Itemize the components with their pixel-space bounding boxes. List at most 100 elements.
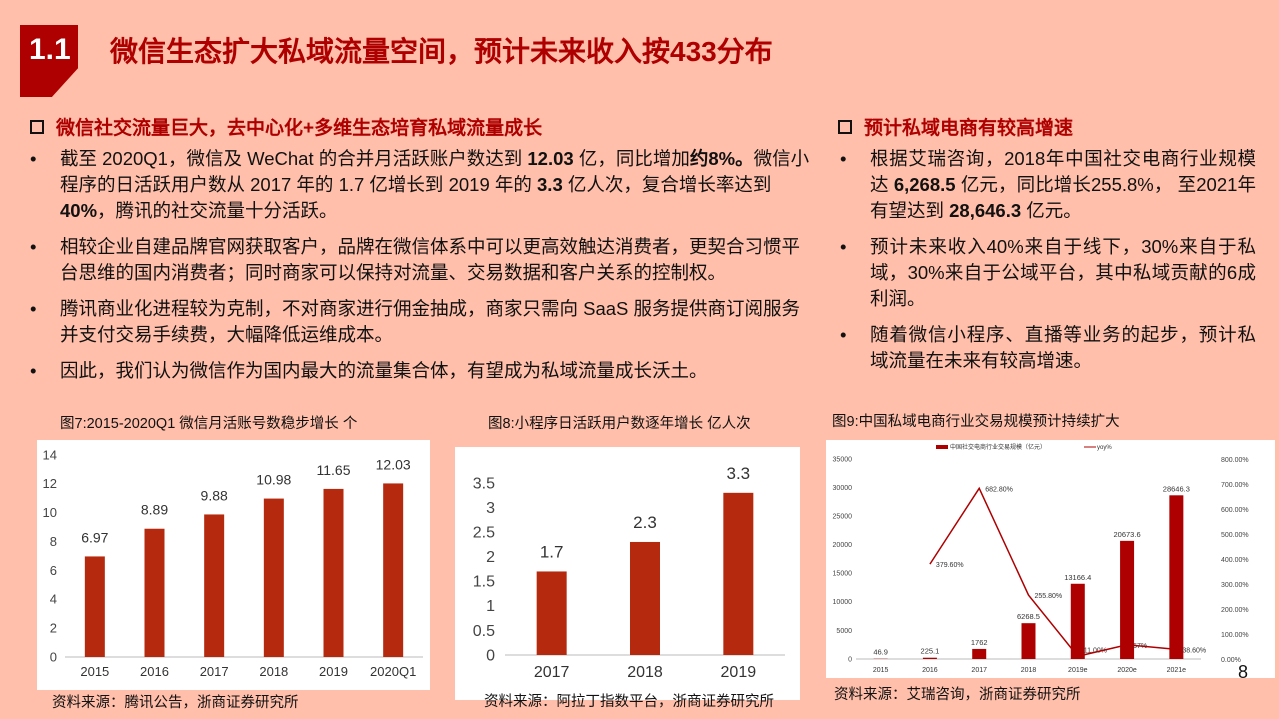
- chart2: 0 0.5 1 1.5 2 2.5 3 3.5 2017 1.7 2018 2.3 2019 3.3: [455, 447, 800, 700]
- x-tick-label: 2015: [873, 667, 889, 674]
- bar: [630, 541, 660, 655]
- x-tick-label: 2020Q1: [370, 664, 416, 679]
- right-heading-text: 预计私域电商有较高增速: [864, 118, 1074, 139]
- data-label: 6.97: [81, 529, 108, 545]
- y-tick-label: 3.5: [473, 475, 495, 492]
- data-label: 10.98: [256, 472, 291, 488]
- bar: [922, 657, 937, 659]
- y-tick-label: 5000: [836, 628, 852, 635]
- square-bullet-icon: [838, 119, 852, 134]
- section-badge: 1.1: [20, 25, 78, 97]
- data-label: 225.1: [921, 647, 940, 656]
- bar: [263, 498, 284, 657]
- legend-line-label: yoy%: [1097, 445, 1112, 451]
- chart1-source: 资料来源：腾讯公告，浙商证券研究所: [52, 695, 299, 711]
- chart3-caption: 图9:中国私域电商行业交易规模预计持续扩大: [832, 414, 1120, 430]
- y-tick-label: 12: [43, 476, 57, 491]
- y-tick-label: 20000: [833, 542, 853, 549]
- data-label: 13166.4: [1064, 573, 1091, 582]
- y-tick-label: 35000: [833, 456, 853, 463]
- bullet-item: 因此，我们认为微信作为国内最大的流量集合体，有望成为私域流量成长沃土。: [26, 358, 816, 384]
- y-tick-label: 10000: [833, 599, 853, 606]
- right-bullets: 根据艾瑞咨询，2018年中国社交电商行业规模达 6,268.5 亿元，同比增长2…: [836, 146, 1256, 384]
- bullet-item: 根据艾瑞咨询，2018年中国社交电商行业规模达 6,268.5 亿元，同比增长2…: [836, 146, 1256, 224]
- line-data-label: 379.60%: [936, 562, 964, 569]
- bullet-item: 随着微信小程序、直播等业务的起步，预计私域流量在未来有较高增速。: [836, 322, 1256, 374]
- x-tick-label: 2017: [971, 667, 987, 674]
- y-tick-label: 8: [50, 534, 57, 549]
- x-tick-label: 2020e: [1117, 667, 1137, 674]
- data-label: 46.9: [873, 648, 888, 657]
- x-tick-label: 2018: [627, 664, 663, 681]
- data-label: 12.03: [376, 456, 411, 472]
- chart2-caption: 图8:小程序日活跃用户数逐年增长 亿人次: [488, 416, 751, 432]
- data-label: 8.89: [141, 502, 168, 518]
- y-tick-label: 10: [43, 505, 57, 520]
- y2-tick-label: 500.00%: [1221, 532, 1249, 539]
- y2-tick-label: 700.00%: [1221, 482, 1249, 489]
- chart1: 0 2 4 6 8 10 12 14 2015 6.97 2016 8.89 2017 9.88 2018 1…: [37, 440, 430, 690]
- y-tick-label: 2: [50, 620, 57, 635]
- x-tick-label: 2019: [721, 664, 757, 681]
- bar: [144, 528, 165, 657]
- x-tick-label: 2021e: [1167, 667, 1187, 674]
- y-tick-label: 4: [50, 592, 57, 607]
- bar: [1070, 583, 1085, 659]
- y2-tick-label: 600.00%: [1221, 507, 1249, 514]
- data-label: 1.7: [540, 542, 564, 561]
- chart1-caption: 图7:2015-2020Q1 微信月活账号数稳步增长 个: [60, 416, 358, 432]
- bar: [1169, 495, 1184, 659]
- x-tick-label: 2017: [200, 664, 229, 679]
- legend-bar-label: 中国社交电商行业交易规模（亿元）: [950, 443, 1046, 451]
- y-tick-label: 6: [50, 563, 57, 578]
- yoy-line: [929, 486, 1177, 658]
- y2-tick-label: 200.00%: [1221, 607, 1249, 614]
- y-tick-label: 1: [486, 598, 495, 615]
- bar: [323, 488, 344, 657]
- bar: [972, 648, 987, 659]
- y-tick-label: 25000: [833, 513, 853, 520]
- data-label: 11.65: [317, 462, 351, 478]
- y-tick-label: 30000: [833, 485, 853, 492]
- data-label: 9.88: [201, 487, 228, 503]
- y-tick-label: 3: [486, 500, 495, 517]
- bar: [84, 556, 105, 657]
- y-tick-label: 0.5: [473, 623, 495, 640]
- line-data-label: 255.80%: [1035, 593, 1063, 600]
- x-tick-label: 2016: [922, 667, 938, 674]
- bullet-item: 截至 2020Q1，微信及 WeChat 的合并月活跃账户数达到 12.03 亿…: [26, 146, 816, 224]
- y2-tick-label: 300.00%: [1221, 582, 1249, 589]
- y-tick-label: 0: [848, 656, 852, 663]
- bar: [204, 514, 225, 657]
- data-label: 20673.6: [1114, 530, 1141, 539]
- bullet-item: 相较企业自建品牌官网获取客户，品牌在微信体系中可以更高效触达消费者，更契合习惯平…: [26, 234, 816, 286]
- x-tick-label: 2019: [319, 664, 348, 679]
- line-data-label: 38.60%: [1182, 647, 1206, 654]
- y-tick-label: 15000: [833, 571, 853, 578]
- line-data-label: 682.80%: [985, 486, 1013, 493]
- bullet-item: 预计未来收入40%来自于线下，30%来自于私域，30%来自于公域平台，其中私域贡…: [836, 234, 1256, 312]
- line-data-label: 11.00%: [1084, 647, 1107, 654]
- bar: [723, 492, 754, 655]
- left-heading: 微信社交流量巨大，去中心化+多维生态培育私域流量成长: [30, 113, 542, 140]
- x-tick-label: 2017: [534, 664, 570, 681]
- y2-tick-label: 100.00%: [1221, 632, 1249, 639]
- bar: [1120, 540, 1135, 659]
- left-bullets: 截至 2020Q1，微信及 WeChat 的合并月活跃账户数达到 12.03 亿…: [26, 146, 816, 394]
- x-tick-label: 2018: [259, 664, 288, 679]
- legend-bar-swatch: [936, 445, 948, 449]
- x-tick-label: 2016: [140, 664, 169, 679]
- page-title: 微信生态扩大私域流量空间，预计未来收入按433分布: [110, 36, 773, 67]
- y-tick-label: 0: [486, 647, 495, 664]
- data-label: 3.3: [727, 464, 751, 483]
- bar: [536, 571, 567, 655]
- data-label: 28646.3: [1163, 484, 1190, 493]
- x-tick-label: 2018: [1021, 667, 1037, 674]
- y2-tick-label: 0.00%: [1221, 657, 1241, 664]
- x-tick-label: 2019e: [1068, 667, 1088, 674]
- y-tick-label: 2.5: [473, 524, 495, 541]
- y-tick-label: 1.5: [473, 574, 495, 591]
- y-tick-label: 0: [50, 649, 57, 664]
- square-bullet-icon: [30, 119, 44, 134]
- y-tick-label: 2: [486, 549, 495, 566]
